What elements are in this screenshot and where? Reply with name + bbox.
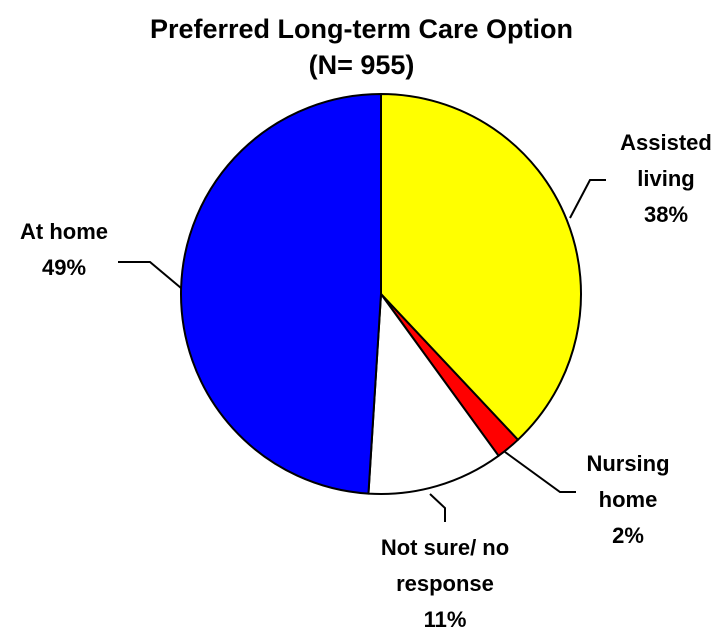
- slice-label: Nursing home 2%: [578, 446, 678, 554]
- value-label: 38%: [643, 202, 689, 227]
- category-label: Not sure/ no response: [380, 535, 510, 596]
- pie-slice: [180, 93, 382, 495]
- slices: [180, 93, 582, 495]
- value-label: 49%: [41, 255, 87, 280]
- category-label: Assisted living: [620, 130, 712, 191]
- pie: [118, 93, 606, 522]
- pie-slice: [367, 293, 500, 495]
- leader-line: [429, 493, 446, 522]
- leader-line: [569, 179, 606, 219]
- leader-lines: [118, 179, 606, 522]
- slice-label: At home 49%: [4, 214, 124, 286]
- category-label: At home: [20, 219, 108, 244]
- leader-line: [118, 261, 182, 289]
- value-label: 11%: [423, 607, 467, 632]
- chart-subtitle: (N= 955): [308, 50, 415, 80]
- slice-label: Assisted living 38%: [606, 125, 723, 233]
- chart-title: Preferred Long-term Care Option: [149, 14, 574, 44]
- category-label: Nursing home: [586, 451, 670, 512]
- slice-label: Not sure/ no response 11%: [370, 530, 520, 638]
- pie-slice: [380, 93, 582, 441]
- leader-line: [504, 451, 576, 493]
- value-label: 2%: [612, 523, 644, 548]
- chart: Preferred Long-term Care Option (N= 955)…: [4, 14, 723, 632]
